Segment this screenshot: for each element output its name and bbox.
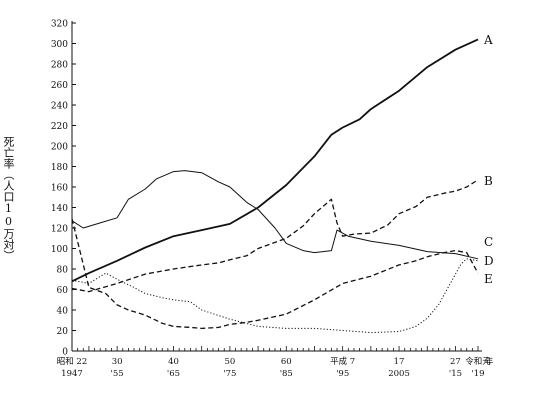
y-axis-label: 死亡率（人口10万対） bbox=[2, 136, 15, 261]
y-tick-label: 120 bbox=[51, 225, 68, 235]
y-tick-label: 220 bbox=[51, 122, 68, 132]
x-tick-label-western: '95 bbox=[336, 369, 349, 379]
series-label-E: E bbox=[484, 272, 493, 286]
chart-series-labels: A B CDE bbox=[483, 33, 494, 286]
x-tick-label-western: '65 bbox=[167, 369, 180, 379]
y-tick-label: 280 bbox=[51, 61, 68, 71]
x-tick-label: 17 bbox=[394, 357, 405, 367]
y-tick-label: 180 bbox=[51, 163, 68, 173]
x-tick-label: 昭和 22 bbox=[57, 357, 88, 367]
chart-series bbox=[71, 38, 479, 334]
x-tick-label: 60 bbox=[281, 357, 292, 367]
x-tick-label: 令和元 bbox=[465, 356, 491, 367]
y-tick-label: 160 bbox=[51, 184, 68, 194]
y-tick-label: 200 bbox=[51, 143, 68, 153]
x-tick-label: 30 bbox=[112, 357, 123, 367]
x-tick-label-western: '75 bbox=[223, 369, 236, 379]
series-line-D bbox=[71, 258, 479, 334]
x-tick-label-western: 2005 bbox=[388, 369, 410, 379]
x-tick-label: 平成 7 bbox=[330, 356, 355, 367]
series-label-C: C bbox=[484, 235, 493, 249]
x-tick-label: 27 bbox=[450, 357, 461, 367]
x-axis-suffix: 年 bbox=[485, 356, 494, 367]
y-tick-label: 60 bbox=[57, 286, 69, 296]
series-line-B bbox=[71, 179, 479, 293]
series-line-E bbox=[71, 218, 479, 330]
y-tick-label: 0 bbox=[62, 348, 68, 358]
x-tick-label-western: '15 bbox=[449, 369, 462, 379]
series-line-C bbox=[71, 170, 479, 260]
x-tick-label-western: 1947 bbox=[61, 369, 83, 379]
y-tick-label: 140 bbox=[51, 204, 68, 214]
y-tick-label: 100 bbox=[51, 245, 68, 255]
y-tick-label: 260 bbox=[51, 81, 68, 91]
chart-axes: 0 20 40 60 80 100 120 140 160 180 200 220 240 260 280 3… bbox=[51, 20, 494, 380]
x-tick-label-western: '85 bbox=[280, 369, 293, 379]
x-tick-label-western: '19 bbox=[471, 369, 484, 379]
series-label-A: A bbox=[483, 33, 493, 47]
x-tick-label-western: '55 bbox=[111, 369, 124, 379]
y-tick-label: 40 bbox=[57, 307, 69, 317]
y-tick-label: 240 bbox=[51, 102, 68, 112]
x-tick-label: 40 bbox=[168, 357, 179, 367]
series-line-A bbox=[71, 38, 479, 283]
y-tick-label: 20 bbox=[57, 327, 69, 337]
series-label-D: D bbox=[484, 254, 494, 268]
y-tick-label: 300 bbox=[51, 40, 68, 50]
series-label-B: B bbox=[484, 174, 493, 188]
y-tick-label: 80 bbox=[57, 266, 69, 276]
y-axis-label-box: 死亡率（人口10万対） bbox=[2, 136, 18, 266]
y-tick-label: 320 bbox=[51, 20, 68, 30]
x-tick-label: 50 bbox=[224, 357, 235, 367]
